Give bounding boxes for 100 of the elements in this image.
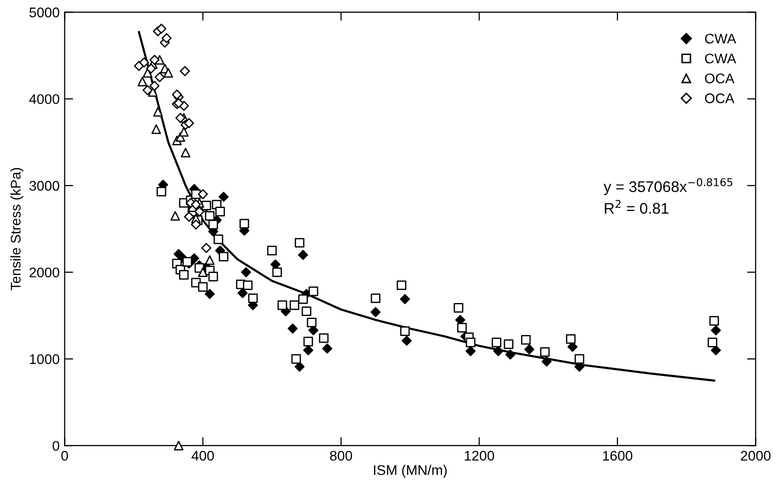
y-tick-label: 0 — [52, 440, 60, 451]
point — [457, 322, 467, 333]
y-tick-label: 2000 — [30, 268, 60, 278]
point — [542, 356, 552, 367]
point — [208, 220, 218, 230]
point — [190, 200, 201, 210]
point — [524, 344, 534, 354]
point — [240, 218, 250, 228]
point — [318, 333, 329, 343]
point — [149, 80, 160, 91]
point — [303, 345, 314, 356]
point — [170, 211, 180, 221]
point — [202, 200, 212, 210]
point — [218, 192, 229, 202]
x-tick-label: 2000 — [740, 450, 771, 461]
point — [298, 294, 308, 304]
y-tick-label: 1000 — [30, 354, 60, 364]
point — [294, 362, 305, 372]
point — [162, 33, 172, 44]
point — [238, 288, 248, 298]
x-tick-label: 800 — [330, 450, 352, 461]
point — [370, 293, 380, 304]
point — [156, 24, 166, 34]
point — [214, 234, 224, 244]
point — [267, 246, 277, 256]
point — [194, 206, 204, 217]
point — [179, 270, 189, 280]
point — [566, 334, 576, 344]
point — [184, 118, 194, 128]
point — [540, 347, 550, 357]
point — [174, 249, 184, 260]
point — [218, 252, 228, 262]
y-tick-label: 5000 — [29, 8, 60, 18]
point — [208, 272, 218, 282]
point — [505, 350, 516, 360]
y-axis-title: Tensile Stress (kPa) — [10, 168, 24, 290]
point — [521, 335, 531, 345]
point — [142, 85, 153, 96]
point — [396, 280, 406, 290]
point — [184, 212, 194, 222]
point — [574, 354, 584, 364]
point — [174, 440, 184, 450]
point — [298, 250, 308, 260]
point — [146, 64, 156, 74]
x-tick-label: 0 — [61, 450, 68, 461]
point — [241, 267, 252, 278]
point — [288, 324, 298, 334]
point — [466, 338, 476, 348]
point — [492, 338, 502, 348]
point — [215, 206, 225, 216]
point — [322, 344, 332, 354]
point — [204, 288, 215, 299]
point — [306, 318, 316, 328]
point — [139, 57, 150, 68]
point — [400, 294, 410, 304]
point — [290, 300, 300, 310]
point — [709, 316, 719, 326]
point — [504, 339, 514, 349]
x-tick-label: 400 — [192, 450, 214, 461]
point — [710, 325, 721, 336]
point — [180, 66, 190, 76]
annotation: R$^{2}$ = 0.81 — [604, 200, 668, 214]
annotation: y = 357068x$^{−0.8165}$ — [604, 178, 732, 196]
point — [278, 300, 288, 310]
legend-label: OCA — [704, 93, 734, 104]
point — [493, 346, 504, 356]
point — [175, 112, 186, 123]
legend-label: OCA — [704, 73, 734, 84]
point — [164, 68, 174, 78]
point — [151, 124, 162, 134]
point — [138, 76, 148, 86]
y-tick-label: 3000 — [29, 180, 60, 191]
point — [370, 307, 381, 318]
point — [710, 345, 721, 356]
point — [302, 306, 312, 316]
x-tick-label: 1200 — [464, 450, 494, 461]
point — [242, 280, 253, 290]
point — [154, 72, 165, 82]
point — [708, 338, 718, 348]
point — [308, 286, 318, 296]
point — [198, 189, 208, 200]
point — [190, 220, 201, 230]
legend-label: CWA — [705, 54, 736, 64]
point — [291, 354, 301, 364]
point — [198, 282, 208, 292]
legend-label: CWA — [705, 34, 736, 44]
x-axis-title: ISM (MN/m) — [374, 464, 447, 478]
y-tick-label: 4000 — [29, 94, 60, 104]
point — [402, 336, 412, 346]
point — [172, 90, 182, 100]
point — [204, 211, 215, 221]
point — [272, 267, 282, 278]
point — [400, 326, 410, 336]
point — [303, 336, 314, 346]
x-tick-label: 1600 — [603, 450, 632, 461]
point — [294, 238, 304, 248]
point — [156, 186, 166, 196]
point — [149, 54, 160, 65]
point — [454, 302, 464, 313]
point — [201, 242, 212, 253]
